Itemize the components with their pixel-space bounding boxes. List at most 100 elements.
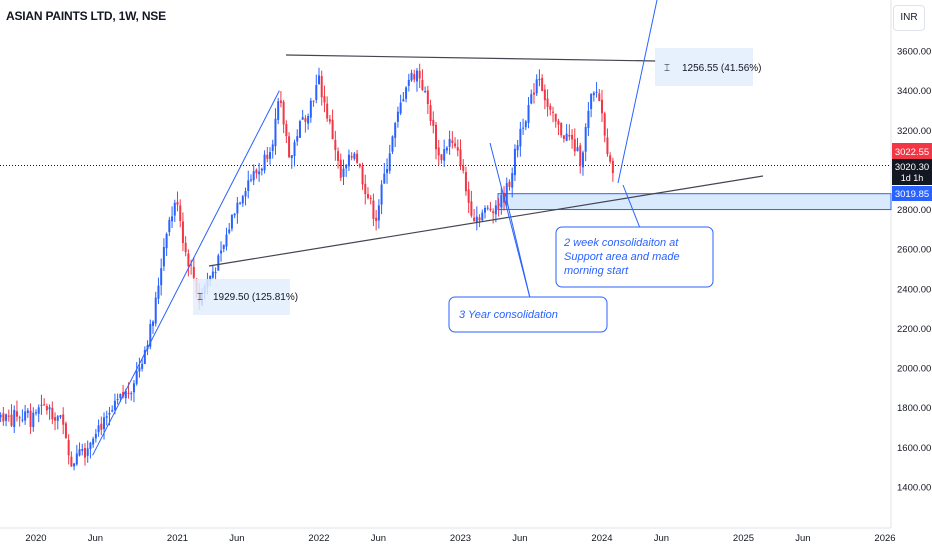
candle-body bbox=[111, 410, 114, 412]
candle-body bbox=[353, 153, 356, 159]
candle-body bbox=[475, 216, 478, 223]
resistance-line bbox=[285, 54, 657, 62]
candle-body bbox=[524, 121, 527, 128]
candle-body bbox=[456, 147, 459, 151]
candle-body bbox=[443, 149, 446, 161]
candle-body bbox=[513, 148, 516, 176]
candle-body bbox=[372, 200, 375, 219]
candle-body bbox=[576, 147, 579, 152]
candle-body bbox=[154, 297, 157, 324]
note-support-line: 2 week consolidaiton at bbox=[563, 237, 679, 249]
note-support-line: morning start bbox=[564, 265, 629, 277]
candle-body bbox=[138, 367, 141, 372]
candle-body bbox=[606, 137, 609, 155]
candle-body bbox=[595, 91, 598, 93]
candle-body bbox=[584, 127, 587, 152]
candle-body bbox=[402, 99, 405, 102]
price-tick-label: 2600.00 bbox=[897, 245, 931, 256]
candle-body bbox=[364, 183, 367, 195]
candle-body bbox=[571, 134, 574, 140]
candles bbox=[0, 63, 614, 471]
symbol-title[interactable]: ASIAN PAINTS LTD, 1W, NSE bbox=[6, 9, 166, 23]
candle-body bbox=[279, 100, 282, 103]
candle-body bbox=[581, 152, 584, 168]
candle-body bbox=[160, 268, 163, 286]
candle-body bbox=[18, 417, 21, 419]
candle-body bbox=[271, 144, 274, 151]
candle-body bbox=[320, 76, 323, 98]
candle-body bbox=[315, 85, 318, 100]
price-label-lower-bg bbox=[892, 186, 932, 201]
candle-body bbox=[421, 79, 424, 90]
candle-body bbox=[377, 205, 380, 221]
candle-body bbox=[380, 184, 383, 205]
candle-body bbox=[350, 156, 353, 158]
measure-icon-upper: ⌶ bbox=[664, 63, 670, 74]
candle-body bbox=[323, 96, 326, 103]
currency-button[interactable]: INR bbox=[893, 5, 925, 31]
candle-body bbox=[415, 70, 418, 82]
candle-body bbox=[70, 456, 73, 467]
candle-body bbox=[592, 92, 595, 96]
candle-body bbox=[467, 189, 470, 203]
time-tick-label: Jun bbox=[88, 533, 103, 544]
candle-body bbox=[356, 153, 359, 163]
candle-body bbox=[445, 147, 448, 151]
candle-body bbox=[266, 154, 269, 159]
candle-body bbox=[309, 100, 312, 118]
candle-body bbox=[13, 409, 16, 427]
candle-body bbox=[282, 101, 285, 125]
time-tick-label: 2025 bbox=[733, 533, 754, 544]
time-tick-label: 2024 bbox=[591, 533, 612, 544]
time-tick-label: 2026 bbox=[874, 533, 895, 544]
candle-body bbox=[369, 197, 372, 200]
candle-body bbox=[171, 216, 174, 222]
candle-body bbox=[26, 410, 29, 413]
candle-body bbox=[459, 149, 462, 166]
candle-body bbox=[601, 99, 603, 114]
candle-body bbox=[345, 164, 348, 169]
candle-body bbox=[277, 101, 280, 120]
price-label-lower: 3019.85 bbox=[895, 189, 929, 200]
candle-body bbox=[565, 133, 568, 141]
candle-body bbox=[486, 207, 489, 209]
candle-body bbox=[470, 201, 473, 216]
note-box-support bbox=[555, 226, 714, 288]
candle-body bbox=[328, 119, 331, 122]
candle-body bbox=[56, 416, 59, 421]
candle-body bbox=[75, 453, 78, 465]
candle-body bbox=[388, 153, 391, 171]
support-trendline bbox=[208, 175, 764, 267]
candle-body bbox=[290, 155, 293, 159]
candle-body bbox=[546, 98, 549, 107]
candle-body bbox=[587, 110, 590, 129]
candle-body bbox=[492, 211, 495, 214]
price-label-last-bg bbox=[892, 159, 932, 185]
candle-body bbox=[549, 105, 552, 110]
candle-body bbox=[247, 180, 250, 191]
measure-label-lower: 1929.50 (125.81%) bbox=[213, 292, 298, 303]
candle-body bbox=[127, 392, 130, 394]
candle-body bbox=[609, 155, 612, 162]
candle-body bbox=[296, 136, 299, 142]
candle-body bbox=[179, 205, 182, 222]
candle-body bbox=[132, 383, 135, 393]
candle-body bbox=[7, 415, 10, 417]
candle-body bbox=[285, 124, 288, 137]
candle-body bbox=[464, 172, 467, 192]
candle-body bbox=[184, 242, 187, 253]
candle-body bbox=[304, 118, 307, 122]
candle-body bbox=[5, 414, 8, 421]
candle-body bbox=[394, 123, 397, 138]
candle-body bbox=[59, 415, 62, 418]
candle-body bbox=[40, 404, 43, 406]
candle-body bbox=[21, 419, 24, 421]
candle-body bbox=[573, 139, 576, 152]
candle-body bbox=[331, 119, 334, 140]
candle-body bbox=[391, 136, 394, 152]
candle-body bbox=[73, 463, 76, 467]
candle-body bbox=[478, 217, 481, 221]
candle-body bbox=[437, 147, 440, 156]
price-tick-label: 2000.00 bbox=[897, 364, 931, 375]
